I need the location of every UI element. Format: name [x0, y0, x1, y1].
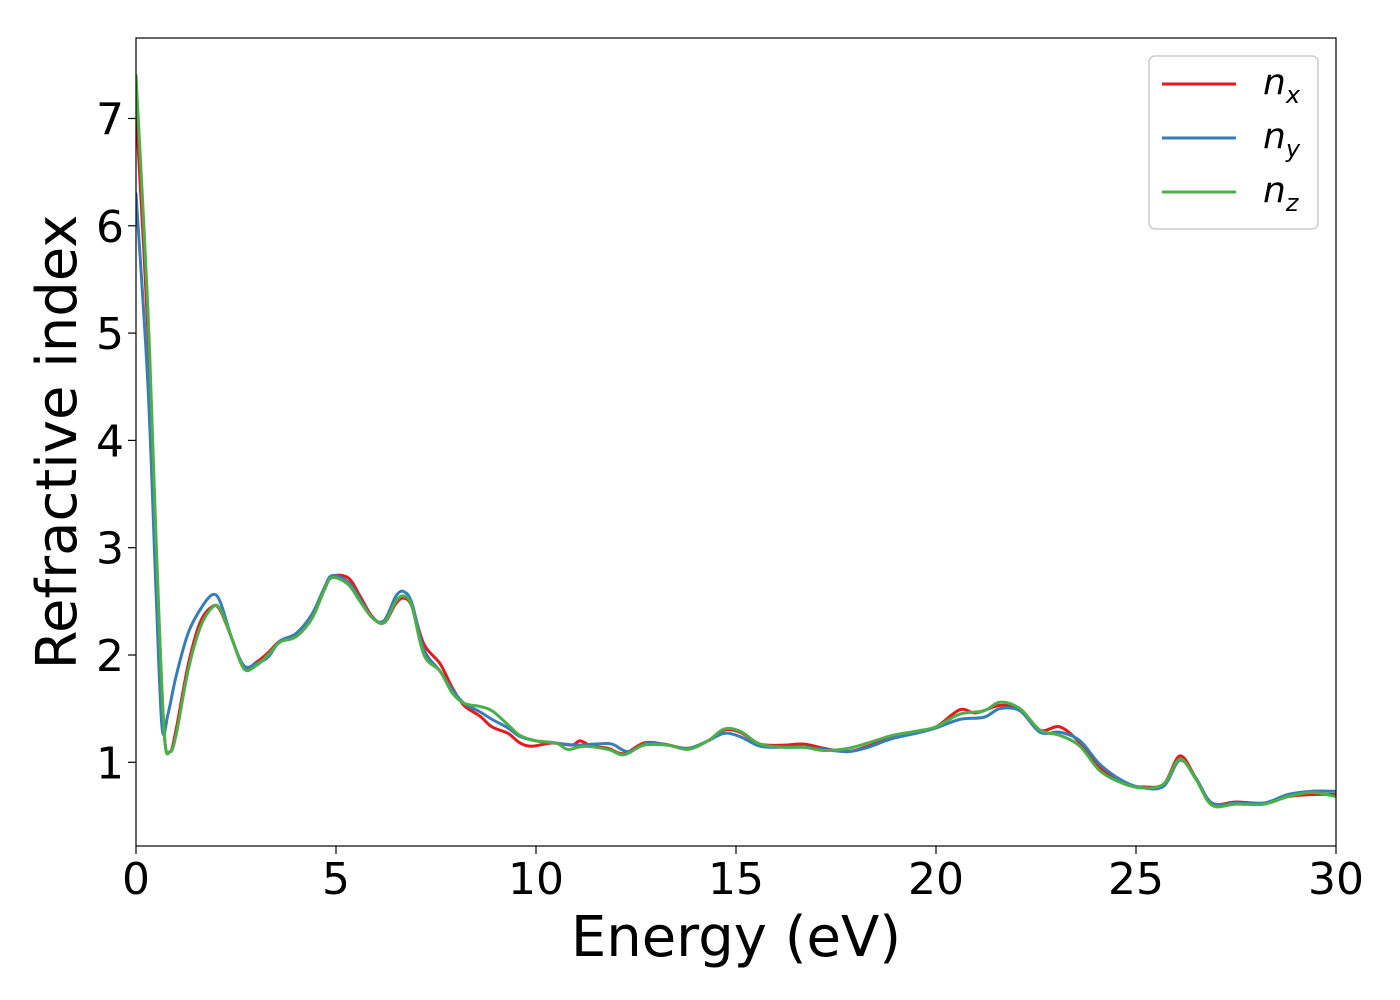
legend-label-main: n [1263, 170, 1286, 211]
y-tick-label: 1 [96, 738, 124, 789]
legend-label-subscript: x [1285, 81, 1301, 109]
x-axis-ticks: 0 5 10 15 20 25 30 [122, 846, 1364, 905]
y-tick-label: 4 [96, 416, 124, 467]
y-tick-label: 5 [96, 309, 124, 360]
legend-label-main: n [1263, 116, 1286, 157]
legend-label-nx: nx [1263, 62, 1301, 109]
x-tick-label: 0 [122, 854, 150, 905]
series-line-nz [136, 74, 1336, 809]
x-tick-label: 15 [708, 854, 764, 905]
y-tick-label: 2 [96, 631, 124, 682]
legend-label-main: n [1263, 62, 1286, 103]
y-axis-label: Refractive index [25, 215, 90, 670]
x-tick-label: 25 [1108, 854, 1164, 905]
legend-box [1148, 55, 1319, 230]
x-tick-label: 10 [508, 854, 564, 905]
series-line-ny [136, 192, 1336, 807]
x-tick-label: 5 [322, 854, 350, 905]
y-axis-ticks: 1 2 3 4 5 6 7 [96, 94, 136, 789]
legend-label-nz: nz [1263, 170, 1300, 217]
series-layer [136, 74, 1336, 809]
y-tick-label: 7 [96, 94, 124, 145]
x-axis-label: Energy (eV) [571, 905, 901, 970]
y-tick-label: 6 [96, 202, 124, 253]
y-tick-label: 3 [96, 524, 124, 575]
legend-label-ny: ny [1263, 116, 1301, 163]
legend-label-subscript: y [1285, 135, 1301, 163]
x-tick-label: 20 [908, 854, 964, 905]
x-tick-label: 30 [1308, 854, 1364, 905]
legend-label-subscript: z [1285, 189, 1300, 217]
